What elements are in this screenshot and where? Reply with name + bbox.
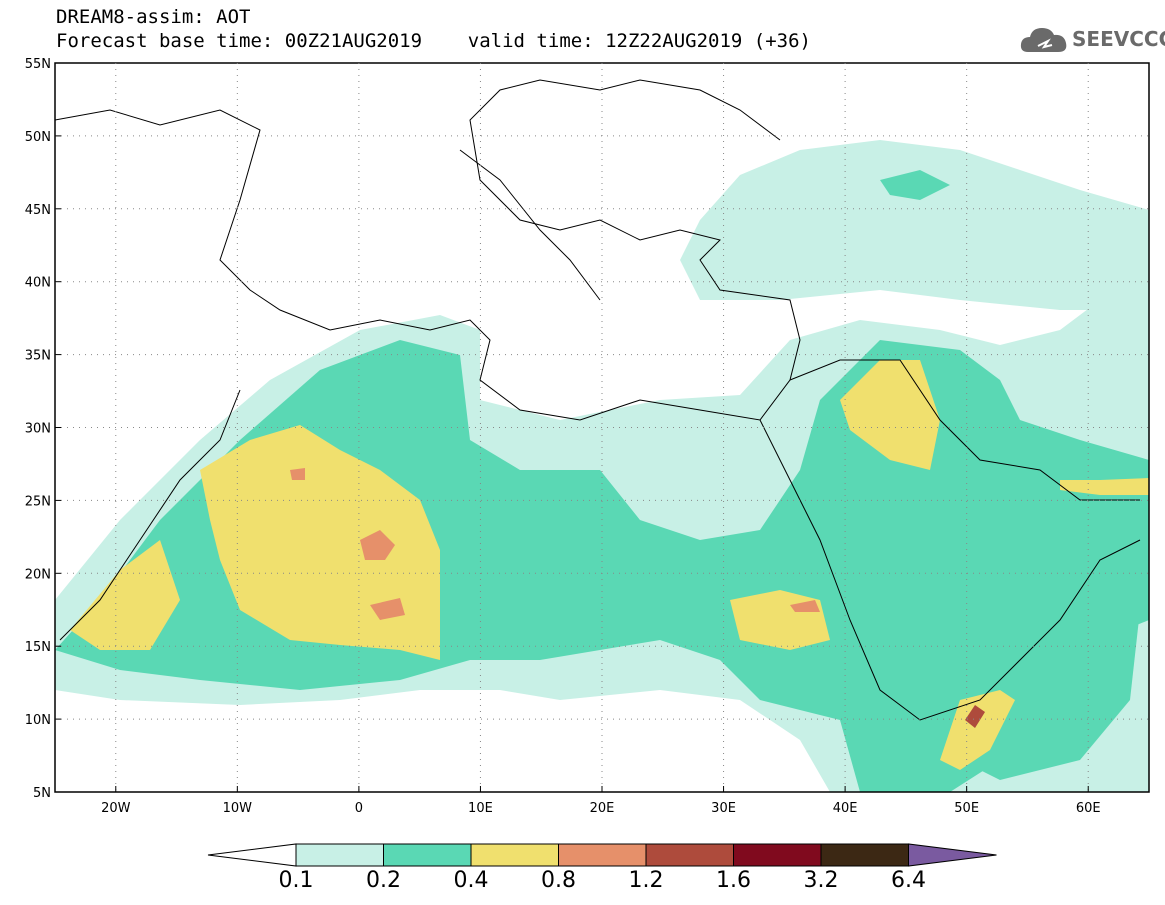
colorbar-label: 1.6 bbox=[716, 868, 751, 893]
latitude-label: 20N bbox=[25, 567, 51, 582]
latitude-label: 40N bbox=[25, 276, 51, 291]
longitude-label: 20E bbox=[590, 801, 615, 816]
colorbar-label: 1.2 bbox=[628, 868, 664, 893]
aot-contour-0.8-c bbox=[290, 468, 305, 480]
colorbar-label: 6.4 bbox=[891, 868, 926, 893]
longitude-label: 20W bbox=[101, 801, 131, 816]
latitude-label: 15N bbox=[25, 640, 51, 655]
colorbar-segment bbox=[470, 843, 559, 867]
colorbar-segment bbox=[733, 843, 822, 867]
latitude-label: 55N bbox=[25, 57, 51, 72]
aot-contour-0.4-gulf bbox=[1060, 478, 1149, 495]
aot-contour-0.4-africa bbox=[730, 590, 830, 650]
colorbar bbox=[207, 843, 997, 867]
latitude-label: 50N bbox=[25, 130, 51, 145]
graticule bbox=[55, 63, 1149, 792]
latitude-label: 30N bbox=[25, 422, 51, 437]
colorbar-label: 0.1 bbox=[278, 868, 314, 893]
aot-contour-0.2-east bbox=[960, 610, 1140, 780]
latitude-label: 10N bbox=[25, 713, 51, 728]
latitude-label: 45N bbox=[25, 203, 51, 218]
latitude-label: 25N bbox=[25, 494, 51, 509]
colorbar-segment bbox=[383, 843, 472, 867]
colorbar-under-arrow bbox=[207, 843, 297, 867]
logo-text: SEEVCCC bbox=[1072, 27, 1165, 51]
aot-contour-1.2 bbox=[965, 705, 985, 728]
longitude-label: 0 bbox=[355, 801, 363, 816]
coastlines bbox=[55, 79, 1141, 721]
colorbar-label: 0.2 bbox=[366, 868, 401, 893]
aot-contour-0.4-west bbox=[70, 540, 180, 650]
longitude-label: 10E bbox=[468, 801, 493, 816]
aot-contour-0.4 bbox=[200, 425, 440, 660]
cloud-icon bbox=[1020, 28, 1067, 52]
map-title: DREAM8-assim: AOT bbox=[56, 6, 251, 28]
longitude-label: 10W bbox=[223, 801, 253, 816]
aot-contour-0.8-d bbox=[790, 600, 820, 612]
longitude-label: 30E bbox=[711, 801, 736, 816]
colorbar-segment bbox=[558, 843, 647, 867]
longitude-labels: 20W 10W 0 10E 20E 30E 40E 50E 60E bbox=[101, 786, 1101, 816]
longitude-label: 40E bbox=[833, 801, 858, 816]
latitude-label: 35N bbox=[25, 349, 51, 364]
forecast-time-line: Forecast base time: 00Z21AUG2019 valid t… bbox=[56, 30, 811, 52]
aot-contour-0.1-north bbox=[680, 140, 1149, 310]
colorbar-segment bbox=[295, 843, 384, 867]
colorbar-label: 0.8 bbox=[541, 868, 576, 893]
seevccc-logo: SEEVCCC bbox=[1018, 22, 1165, 58]
aot-field bbox=[55, 140, 1149, 792]
aot-contour-0.8-b bbox=[370, 598, 405, 620]
colorbar-segment bbox=[820, 843, 909, 867]
latitude-label: 5N bbox=[33, 786, 51, 801]
latitude-labels: 55N 50N 45N 40N 35N 30N 25N 20N 15N 10N 5N bbox=[25, 57, 61, 801]
longitude-label: 60E bbox=[1076, 801, 1101, 816]
aot-contour-0.4-somalia bbox=[940, 690, 1015, 770]
colorbar-segment bbox=[645, 843, 734, 867]
aot-contour-0.4-arabia bbox=[840, 360, 940, 470]
aot-contour-0.2-north bbox=[880, 170, 950, 200]
colorbar-label: 3.2 bbox=[803, 868, 839, 893]
longitude-label: 50E bbox=[954, 801, 979, 816]
aot-contour-0.8-a bbox=[360, 530, 395, 560]
colorbar-over-arrow bbox=[908, 843, 997, 867]
colorbar-label: 0.4 bbox=[453, 868, 489, 893]
